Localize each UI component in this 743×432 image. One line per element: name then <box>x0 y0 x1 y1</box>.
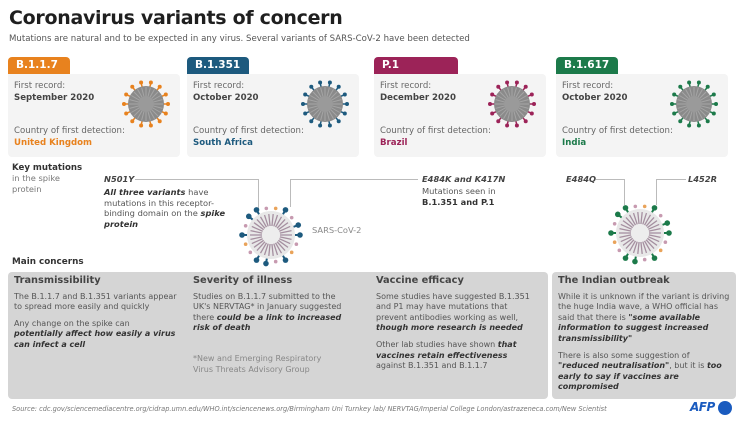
vaccine-heading: Vaccine efficacy <box>376 275 464 286</box>
country-label: Country of first detection: <box>380 126 491 136</box>
sars-cov-2-label: SARS-CoV-2 <box>312 225 362 235</box>
variant-card: P.1 First record: December 2020 Country … <box>374 57 546 157</box>
source-footer: Source: cdc.gov/sciencemediacentre.org/c… <box>12 405 607 413</box>
vaccine-column: Vaccine efficacy Some studies have sugge… <box>376 275 538 378</box>
indian-outbreak-panel: The Indian outbreak While it is unknown … <box>552 272 736 399</box>
transmissibility-text: The B.1.1.7 and B.1.351 variants appear … <box>14 291 177 312</box>
concerns-panel: Transmissibility The B.1.1.7 and B.1.351… <box>8 272 548 399</box>
severity-heading: Severity of illness <box>193 275 293 286</box>
page-subtitle: Mutations are natural and to be expected… <box>9 34 470 44</box>
country-label: Country of first detection: <box>562 126 673 136</box>
b1617-virus-icon <box>608 204 672 265</box>
country-value: United Kingdom <box>14 138 93 148</box>
variant-tag: B.1.617 <box>556 57 618 74</box>
country-value: South Africa <box>193 138 253 148</box>
virus-icon <box>488 80 536 128</box>
sars-cov-2-virus-icon <box>239 206 303 267</box>
indian-heading: The Indian outbreak <box>558 275 670 286</box>
main-concerns-title: Main concerns <box>12 257 84 267</box>
variant-card: B.1.351 First record: October 2020 Count… <box>187 57 359 157</box>
e484k-k417n-label: E484K and K417N <box>422 174 506 184</box>
virus-icon <box>670 80 718 128</box>
afp-logo: AFP <box>690 400 715 414</box>
key-mutations-subtitle: in the spike protein <box>12 173 60 194</box>
vaccine-text: Some studies have suggested B.1.351 and … <box>376 291 530 333</box>
vaccine-text-2: Other lab studies have shown that vaccin… <box>376 339 517 371</box>
afp-logo-dot <box>718 401 732 415</box>
severity-text: Studies on B.1.1.7 submitted to the UK's… <box>193 291 342 333</box>
key-mutations-title: Key mutations <box>12 163 83 173</box>
variant-tag: B.1.1.7 <box>8 57 70 74</box>
country-value: Brazil <box>380 138 408 148</box>
indian-text: While it is unknown if the variant is dr… <box>558 291 730 343</box>
n501y-description: All three variants have mutations in thi… <box>104 187 226 229</box>
nervtag-footnote: *New and Emerging Respiratory Virus Thre… <box>193 353 322 374</box>
first-record-label: First record: <box>562 81 614 91</box>
indian-text-2: There is also some suggestion of "reduce… <box>558 350 722 392</box>
virus-icon <box>301 80 349 128</box>
variant-card: B.1.617 First record: October 2020 Count… <box>556 57 728 157</box>
severity-column: Severity of illness Studies on B.1.1.7 s… <box>193 275 343 381</box>
transmissibility-heading: Transmissibility <box>14 275 101 286</box>
n501y-label: N501Y <box>104 174 135 184</box>
first-record-value: September 2020 <box>14 93 95 103</box>
first-record-label: First record: <box>380 81 432 91</box>
page-title: Coronavirus variants of concern <box>9 7 343 29</box>
first-record-value: December 2020 <box>380 93 456 103</box>
first-record-value: October 2020 <box>562 93 628 103</box>
e484k-description: Mutations seen in B.1.351 and P.1 <box>422 186 496 207</box>
variant-tag: B.1.351 <box>187 57 249 74</box>
indian-column: The Indian outbreak While it is unknown … <box>558 275 732 399</box>
transmissibility-column: Transmissibility The B.1.1.7 and B.1.351… <box>14 275 179 357</box>
first-record-value: October 2020 <box>193 93 259 103</box>
e484q-label: E484Q <box>566 174 597 184</box>
first-record-label: First record: <box>14 81 66 91</box>
country-label: Country of first detection: <box>14 126 125 136</box>
variant-tag: P.1 <box>374 57 458 74</box>
country-label: Country of first detection: <box>193 126 304 136</box>
virus-icon <box>122 80 170 128</box>
first-record-label: First record: <box>193 81 245 91</box>
variant-card: B.1.1.7 First record: September 2020 Cou… <box>8 57 180 157</box>
country-value: India <box>562 138 587 148</box>
transmissibility-text-2: Any change on the spike can potentially … <box>14 318 176 349</box>
l452r-label: L452R <box>688 174 717 184</box>
